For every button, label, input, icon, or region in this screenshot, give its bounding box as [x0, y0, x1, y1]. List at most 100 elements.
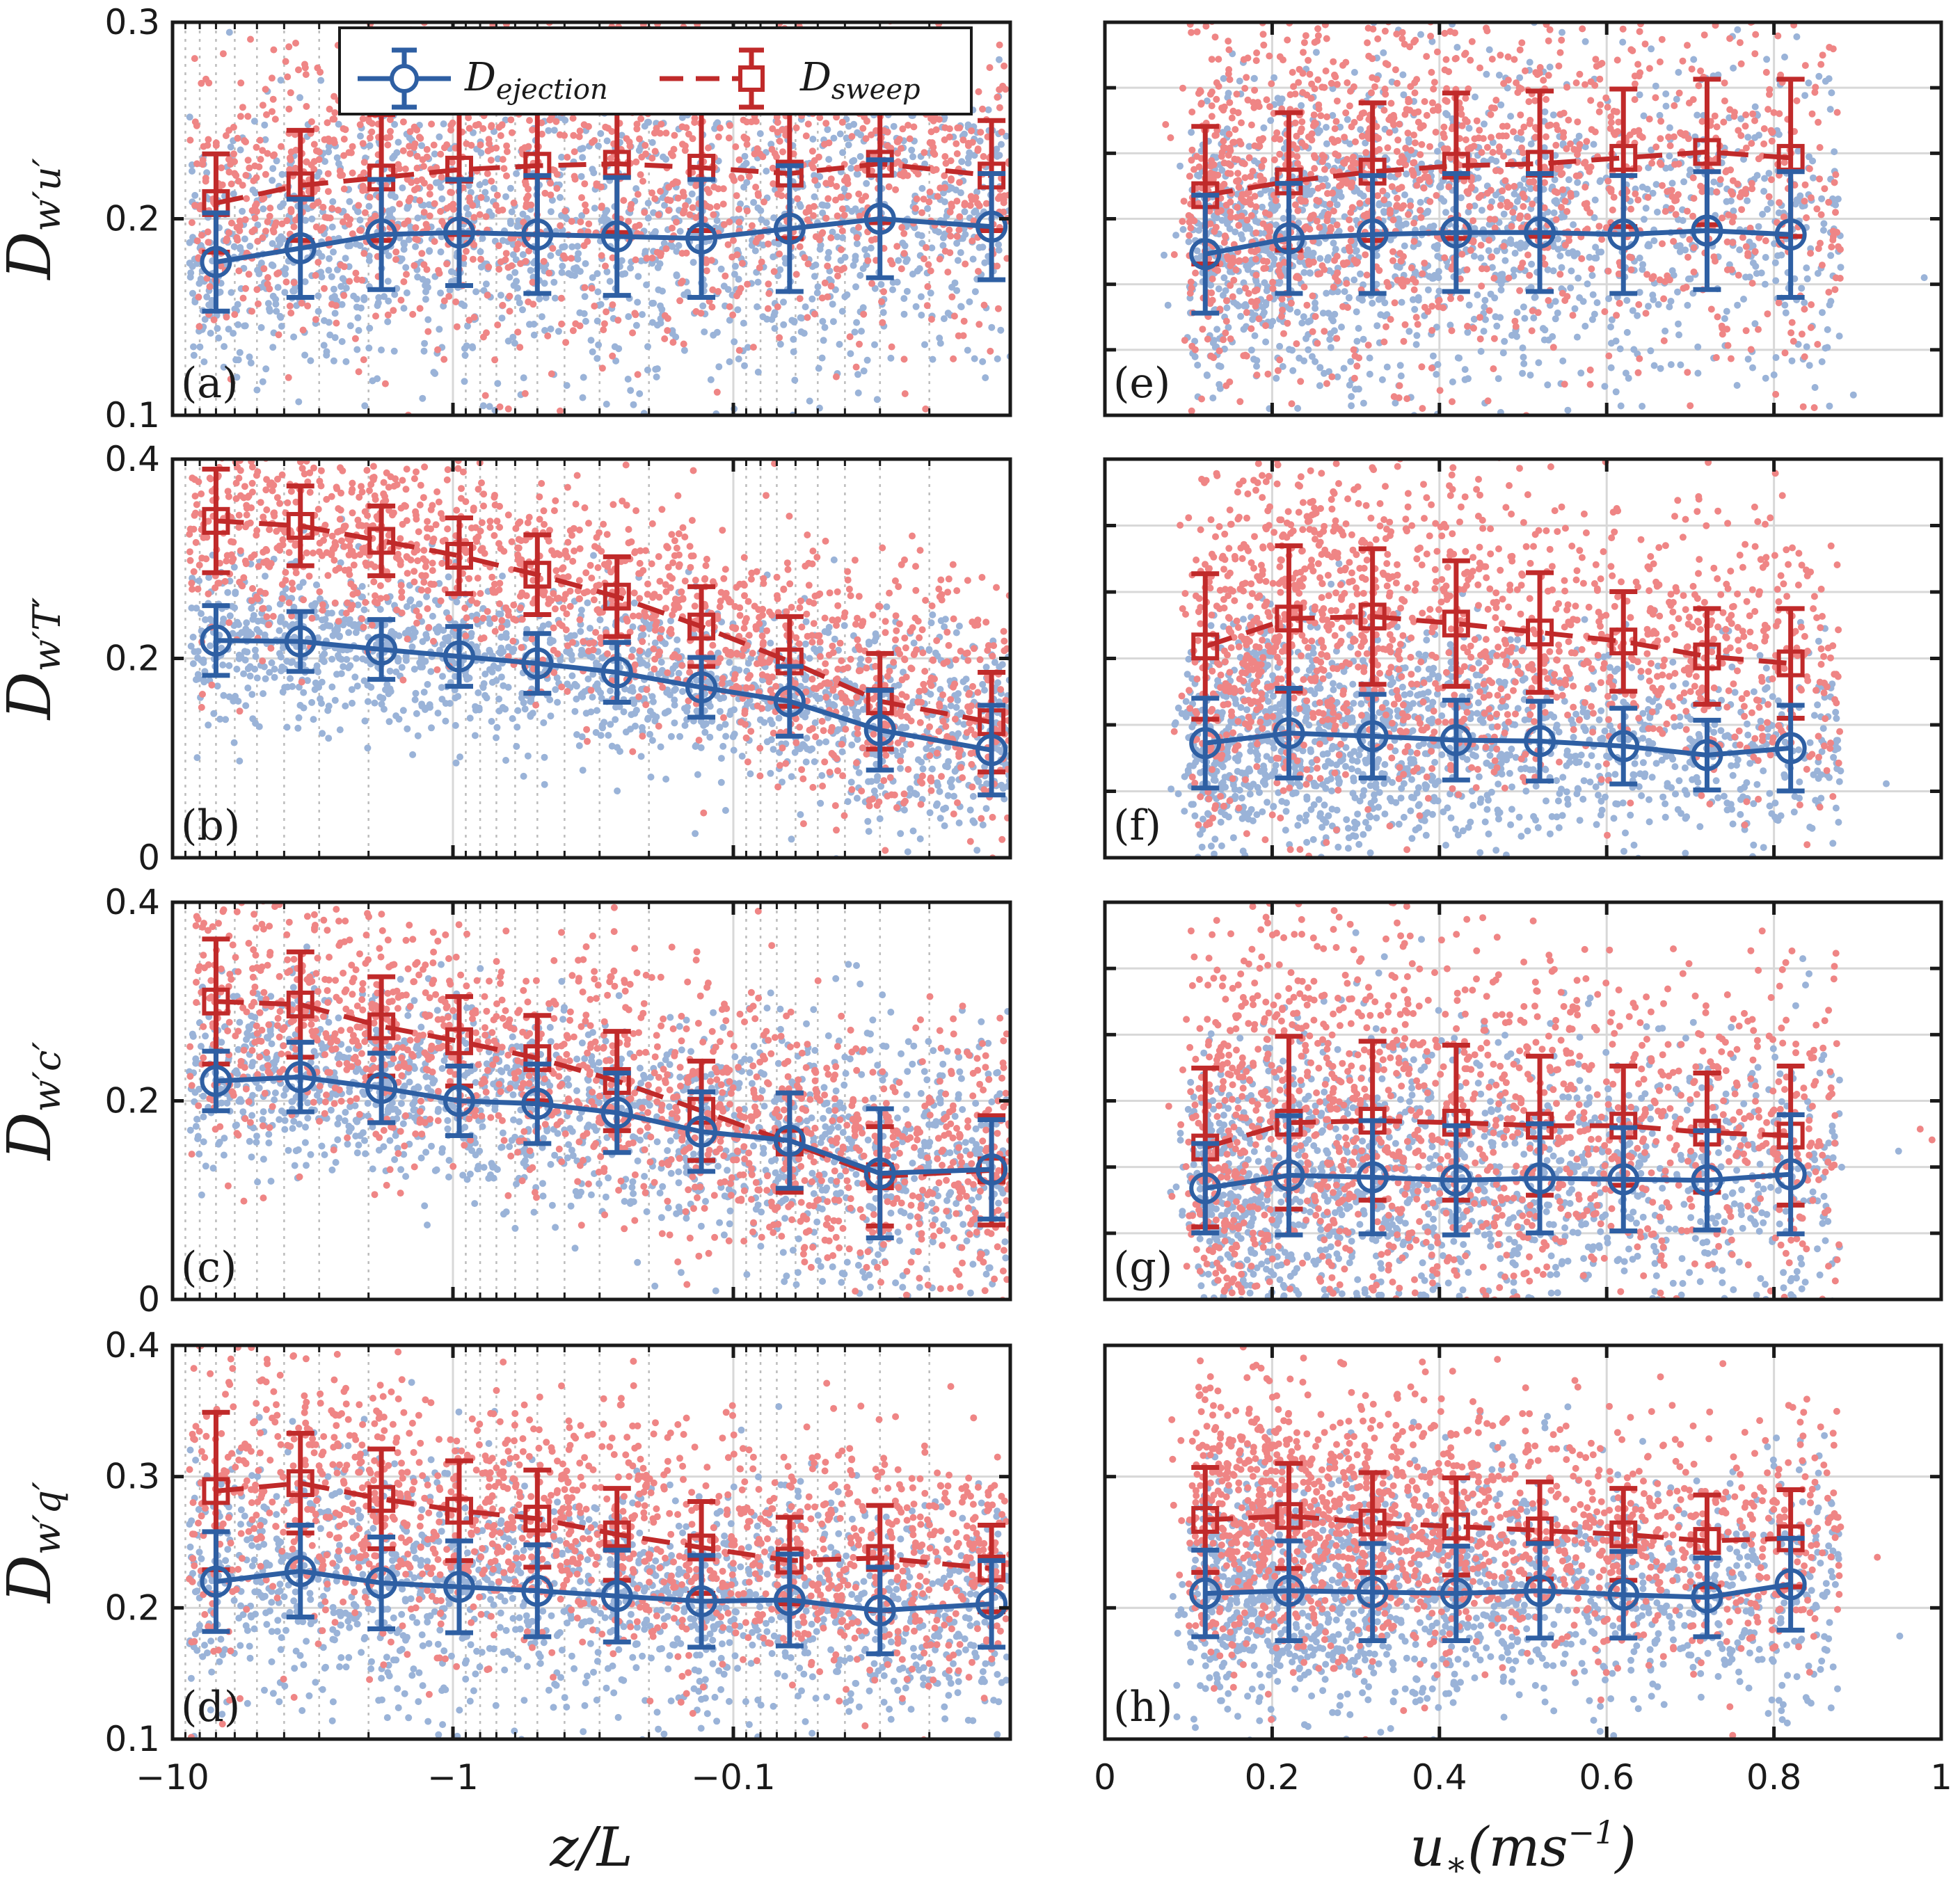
ejection-point: [1397, 372, 1405, 380]
sweep-point: [358, 276, 366, 284]
sweep-point: [996, 86, 1003, 93]
ejection-point: [558, 269, 566, 276]
sweep-point: [198, 79, 205, 87]
ejection-point: [659, 287, 666, 295]
ejection-point: [1236, 287, 1243, 295]
ejection-point: [574, 243, 582, 250]
ejection-point: [387, 191, 395, 199]
ejection-point: [273, 157, 280, 165]
ejection-point: [317, 77, 325, 84]
ejection-point: [852, 283, 859, 291]
ejection-point: [1385, 200, 1392, 208]
ejection-point: [1764, 205, 1771, 213]
ejection-point: [542, 294, 550, 301]
sweep-point: [1287, 299, 1295, 307]
sweep-point: [1812, 83, 1819, 91]
ejection-point: [232, 356, 240, 364]
ejection-point: [465, 211, 472, 218]
sweep-point: [847, 12, 854, 19]
ejection-point: [1575, 132, 1583, 140]
ejection-point: [1228, 426, 1235, 433]
sweep-point: [254, 237, 262, 245]
ejection-point: [477, 248, 484, 255]
sweep-point: [608, 128, 616, 135]
ejection-point: [1253, 357, 1261, 365]
sweep-point: [677, 279, 685, 287]
sweep-point: [685, 130, 692, 138]
ejection-point: [836, 341, 843, 348]
sweep-point: [764, 305, 772, 312]
sweep-point: [838, 193, 845, 201]
ejection-point: [1402, 220, 1410, 227]
ejection-point: [1549, 267, 1557, 275]
sweep-point: [521, 0, 528, 3]
ejection-point: [1831, 148, 1838, 156]
ejection-point: [1668, 179, 1676, 187]
ejection-point: [1636, 91, 1643, 99]
sweep-point: [669, 152, 676, 159]
ejection-point: [1352, 248, 1360, 255]
ejection-point: [1161, 251, 1168, 259]
sweep-point: [848, 133, 856, 141]
ejection-point: [1242, 225, 1250, 232]
ejection-point: [249, 186, 257, 194]
sweep-point: [1334, 278, 1341, 285]
sweep-point: [1614, 56, 1621, 64]
sweep-point: [453, 323, 461, 330]
sweep-point: [286, 166, 294, 173]
ejection-point: [1820, 220, 1828, 227]
ejection-point: [1667, 298, 1675, 305]
sweep-point: [287, 148, 295, 156]
ejection-point: [1520, 360, 1528, 367]
sweep-point: [1323, 380, 1330, 387]
ejection-point: [1505, 148, 1513, 156]
ejection-point: [1391, 127, 1399, 134]
sweep-point: [508, 129, 516, 136]
sweep-point: [497, 132, 504, 139]
sweep-point: [900, 355, 908, 363]
ejection-point: [360, 294, 368, 301]
ejection-point: [568, 243, 576, 250]
ejection-point: [1312, 49, 1320, 56]
ejection-point: [1424, 286, 1432, 294]
sweep-point: [571, 148, 578, 156]
ejection-point: [982, 374, 989, 381]
ejection-point: [469, 344, 477, 351]
ejection-point: [1403, 170, 1410, 178]
ejection-point: [996, 56, 1003, 63]
ejection-point: [1629, 307, 1636, 314]
ejection-point: [1218, 166, 1226, 174]
sweep-point: [562, 339, 570, 346]
sweep-point: [593, 180, 600, 188]
ejection-point: [824, 126, 831, 134]
sweep-point: [401, 165, 409, 173]
sweep-point: [792, 124, 800, 131]
sweep-point: [924, 283, 932, 290]
sweep-point: [720, 221, 728, 228]
sweep-point: [1807, 194, 1815, 202]
ejection-point: [232, 432, 239, 439]
sweep-point: [980, 301, 988, 309]
sweep-point: [962, 260, 969, 268]
sweep-point: [188, 219, 196, 226]
sweep-point: [493, 191, 501, 199]
sweep-point: [360, 159, 368, 166]
ejection-point: [545, 127, 552, 134]
ejection-point: [281, 289, 289, 296]
ejection-point: [1675, 243, 1683, 250]
ejection-point: [684, 289, 692, 296]
ejection-point: [1781, 54, 1788, 61]
ejection-point: [203, 169, 211, 177]
ejection-point: [603, 429, 610, 435]
sweep-point: [1252, 255, 1259, 263]
ejection-point: [1366, 354, 1373, 362]
ejection-point: [541, 327, 548, 334]
ejection-point: [406, 134, 413, 142]
sweep-point: [526, 117, 533, 125]
sweep-point: [303, 158, 310, 166]
ejection-point: [644, 366, 651, 374]
ejection-point: [998, 141, 1005, 148]
ejection-point: [720, 282, 728, 290]
sweep-point: [413, 152, 421, 160]
ejection-point: [656, 260, 664, 268]
